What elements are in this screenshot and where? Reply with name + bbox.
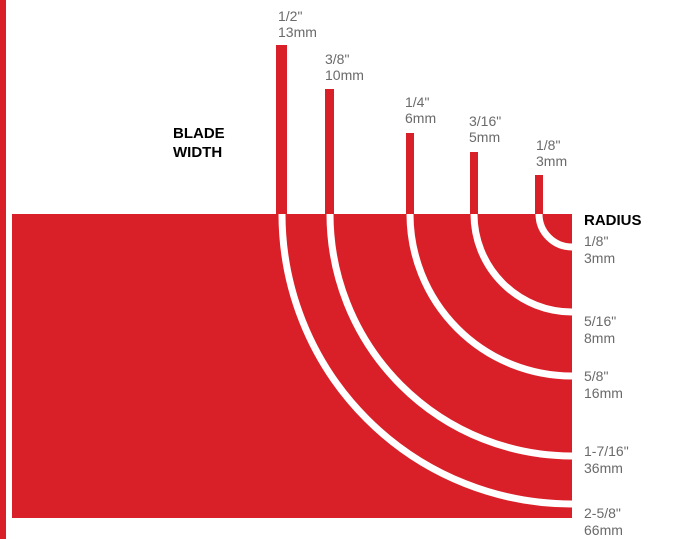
left-edge-stripe [0,0,6,539]
blade-bars [276,45,543,214]
blade-bar-1-2 [276,45,287,214]
radius-label-mm: 36mm [584,460,623,476]
radius-label-mm: 16mm [584,385,623,401]
radius-arcs [278,213,573,508]
radius-arc-2-5-8 [278,213,573,508]
radius-arc-1-8 [535,213,573,251]
blade-label-mm: 5mm [469,129,500,145]
radius-label-inch: 5/16" [584,313,616,329]
blade-label-inch: 3/8" [325,51,349,67]
blade-label-inch: 1/8" [536,137,560,153]
red-block [12,214,572,518]
blade-label-mm: 10mm [325,67,364,83]
radius-label-mm: 8mm [584,330,615,346]
radius-arc-5-8 [406,213,573,380]
blade-label-mm: 13mm [278,24,317,40]
blade-label-inch: 1/4" [405,94,429,110]
radius-arc-5-16 [470,213,573,316]
blade-width-heading-line1: BLADE [173,125,225,142]
radius-label-mm: 3mm [584,250,615,266]
blade-bar-1-8 [535,175,543,214]
radius-arc-1-7-16 [326,213,573,460]
blade-label-inch: 1/2" [278,8,302,24]
blade-bar-1-4 [406,133,414,214]
blade-bar-3-16 [470,152,478,214]
radius-label-inch: 5/8" [584,368,608,384]
blade-label-mm: 6mm [405,110,436,126]
radius-label-inch: 1/8" [584,233,608,249]
radius-label-inch: 1-7/16" [584,443,629,459]
radius-heading: RADIUS [584,212,642,229]
blade-bar-3-8 [325,89,334,214]
blade-label-inch: 3/16" [469,113,501,129]
radius-label-mm: 66mm [584,522,623,538]
blade-width-heading-line2: WIDTH [173,144,222,161]
radius-label-inch: 2-5/8" [584,505,621,521]
blade-label-mm: 3mm [536,153,567,169]
